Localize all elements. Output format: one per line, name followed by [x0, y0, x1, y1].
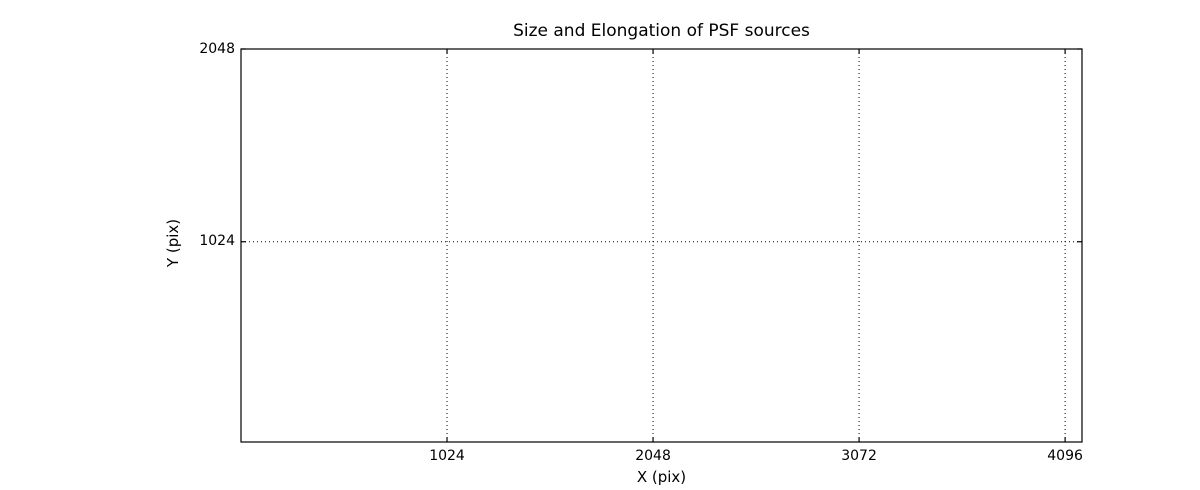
psf-ellipse: [297, 95, 392, 196]
x-tick-label: 1024: [429, 448, 465, 464]
y-tick-label: 2048: [199, 40, 235, 57]
x-axis-label: X (pix): [636, 468, 687, 486]
psf-ellipse: [504, 97, 595, 194]
psf-ellipse: [708, 95, 803, 196]
psf-ellipse: [916, 96, 1008, 195]
x-tick-label: 4096: [1047, 448, 1083, 464]
psf-ellipse: [497, 280, 603, 395]
x-tick-label: 2048: [635, 448, 671, 464]
y-tick-label: 1024: [199, 233, 235, 250]
axes-frame: [240, 48, 1083, 443]
psf-ellipse-flagged: [365, 48, 452, 130]
psf-ellipse: [708, 286, 804, 390]
psf-ellipse: [916, 288, 1008, 389]
chart-title: Size and Elongation of PSF sources: [513, 21, 810, 41]
x-tick-label: 3072: [841, 448, 877, 464]
